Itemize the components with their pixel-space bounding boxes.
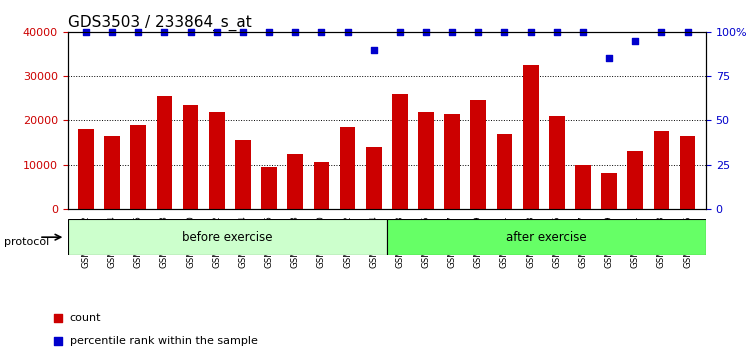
Point [420,29,432,35]
Point [289,29,301,35]
Bar [288,154,303,209]
Text: percentile rank within the sample: percentile rank within the sample [70,336,258,346]
Bar [392,94,408,209]
Point [499,29,511,35]
Bar [575,165,591,209]
Bar [445,114,460,209]
Bar [549,116,565,209]
Bar [680,136,695,209]
Point [321,233,333,238]
Bar [78,129,94,209]
Bar [366,147,382,209]
Bar [387,219,706,255]
Point [603,56,615,61]
Point [525,29,537,35]
Point [158,29,170,35]
Text: before exercise: before exercise [182,231,273,244]
Bar [496,133,512,209]
Point [80,29,92,35]
Bar [68,219,387,255]
Bar [261,167,277,209]
Bar [470,101,486,209]
Bar [235,140,251,209]
Bar [156,96,172,209]
Point [394,29,406,35]
Point [315,29,327,35]
Point [577,29,589,35]
Text: GDS3503 / 233864_s_at: GDS3503 / 233864_s_at [68,14,252,30]
Bar [523,65,538,209]
Point [550,29,562,35]
Point [185,29,197,35]
Bar [602,173,617,209]
Point [629,38,641,44]
Text: count: count [70,313,101,323]
Point [237,29,249,35]
Bar [313,162,329,209]
Point [446,29,458,35]
Point [211,29,223,35]
Point [321,30,333,36]
Bar [209,112,225,209]
Point [368,47,380,52]
Bar [418,112,434,209]
Bar [131,125,146,209]
Bar [104,136,120,209]
Bar [182,105,198,209]
Point [342,29,354,35]
Point [106,29,118,35]
Point [132,29,144,35]
Text: protocol: protocol [4,238,49,247]
Bar [339,127,355,209]
Point [263,29,275,35]
Point [472,29,484,35]
Text: after exercise: after exercise [506,231,587,244]
Point [656,29,668,35]
Bar [653,131,669,209]
Point [682,29,694,35]
Bar [627,152,643,209]
